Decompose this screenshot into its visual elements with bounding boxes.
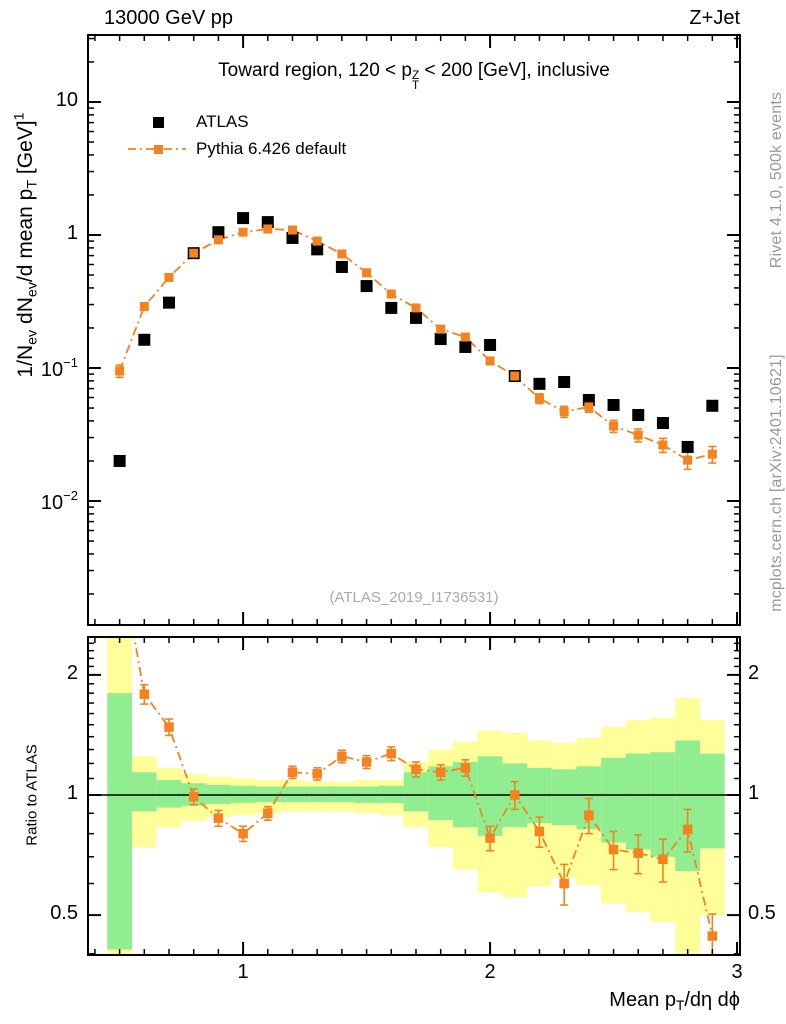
process-label: Z+Jet xyxy=(689,7,740,29)
x-tick-label: 1 xyxy=(237,961,249,983)
ratio-panel-series xyxy=(88,637,740,955)
x-axis-label-sub: T xyxy=(676,998,685,1014)
x-tick-label: 2 xyxy=(484,961,496,983)
plot-title-prefix: Toward region, 120 < p xyxy=(218,60,412,81)
x-axis-label-part: Mean p xyxy=(609,989,676,1011)
y-axis-label-sub: ev xyxy=(24,329,41,345)
stack-subscript: T xyxy=(412,79,420,92)
y-tick-label: 1 xyxy=(66,222,78,244)
ratio-tick-label-right: 1 xyxy=(748,782,760,804)
y-axis-label: 1/Nev dNev/d mean pT [GeV]1 xyxy=(11,112,40,377)
panel-frames-and-ticks xyxy=(87,34,741,956)
ratio-tick-label-left: 1 xyxy=(66,782,78,804)
legend-entry-pythia: Pythia 6.426 default xyxy=(128,139,346,159)
main-panel-series xyxy=(113,212,719,471)
stack-superscript: Z xyxy=(412,69,420,82)
pythia-dashdot-marker-icon xyxy=(128,142,186,156)
y-axis-label-sup: 1 xyxy=(11,112,28,121)
x-tick-label: 3 xyxy=(731,961,743,983)
y-axis-label-part: [GeV] xyxy=(14,120,38,180)
ratio-tick-label-left: 2 xyxy=(66,661,78,684)
generator-version-text: Rivet 4.1.0, 500k events xyxy=(768,91,785,269)
legend-label-pythia: Pythia 6.426 default xyxy=(196,139,347,158)
y-axis-label-sub: ev xyxy=(24,282,41,298)
y-axis-label-part: dN xyxy=(14,297,38,330)
ratio-uncertainty-bands xyxy=(107,637,725,954)
y-tick-label: 10−1 xyxy=(40,355,78,381)
x-axis-label-part: /dη dϕ xyxy=(684,989,740,1011)
y-tick-label: 10−2 xyxy=(40,488,78,514)
ratio-tick-label-right: 2 xyxy=(748,661,760,684)
y-axis-label-sub: T xyxy=(24,179,41,189)
beam-energy-label: 13000 GeV pp xyxy=(104,7,233,29)
legend-label-atlas: ATLAS xyxy=(196,112,249,131)
ratio-tick-label-left: 0.5 xyxy=(50,902,78,925)
analysis-id-watermark: (ATLAS_2019_I1736531) xyxy=(329,589,499,606)
legend-entry-atlas: ATLAS xyxy=(128,112,249,132)
y-tick-label: 10 xyxy=(55,89,78,111)
mcplots-reference-text: mcplots.cern.ch [arXiv:2401.10621] xyxy=(768,354,785,612)
atlas-square-marker-icon xyxy=(128,115,186,129)
x-axis-label: Mean pT/dη dϕ xyxy=(609,989,740,1013)
plot-title-suffix: < 200 [GeV], inclusive xyxy=(419,60,610,81)
ratio-tick-label-right: 0.5 xyxy=(748,902,776,925)
